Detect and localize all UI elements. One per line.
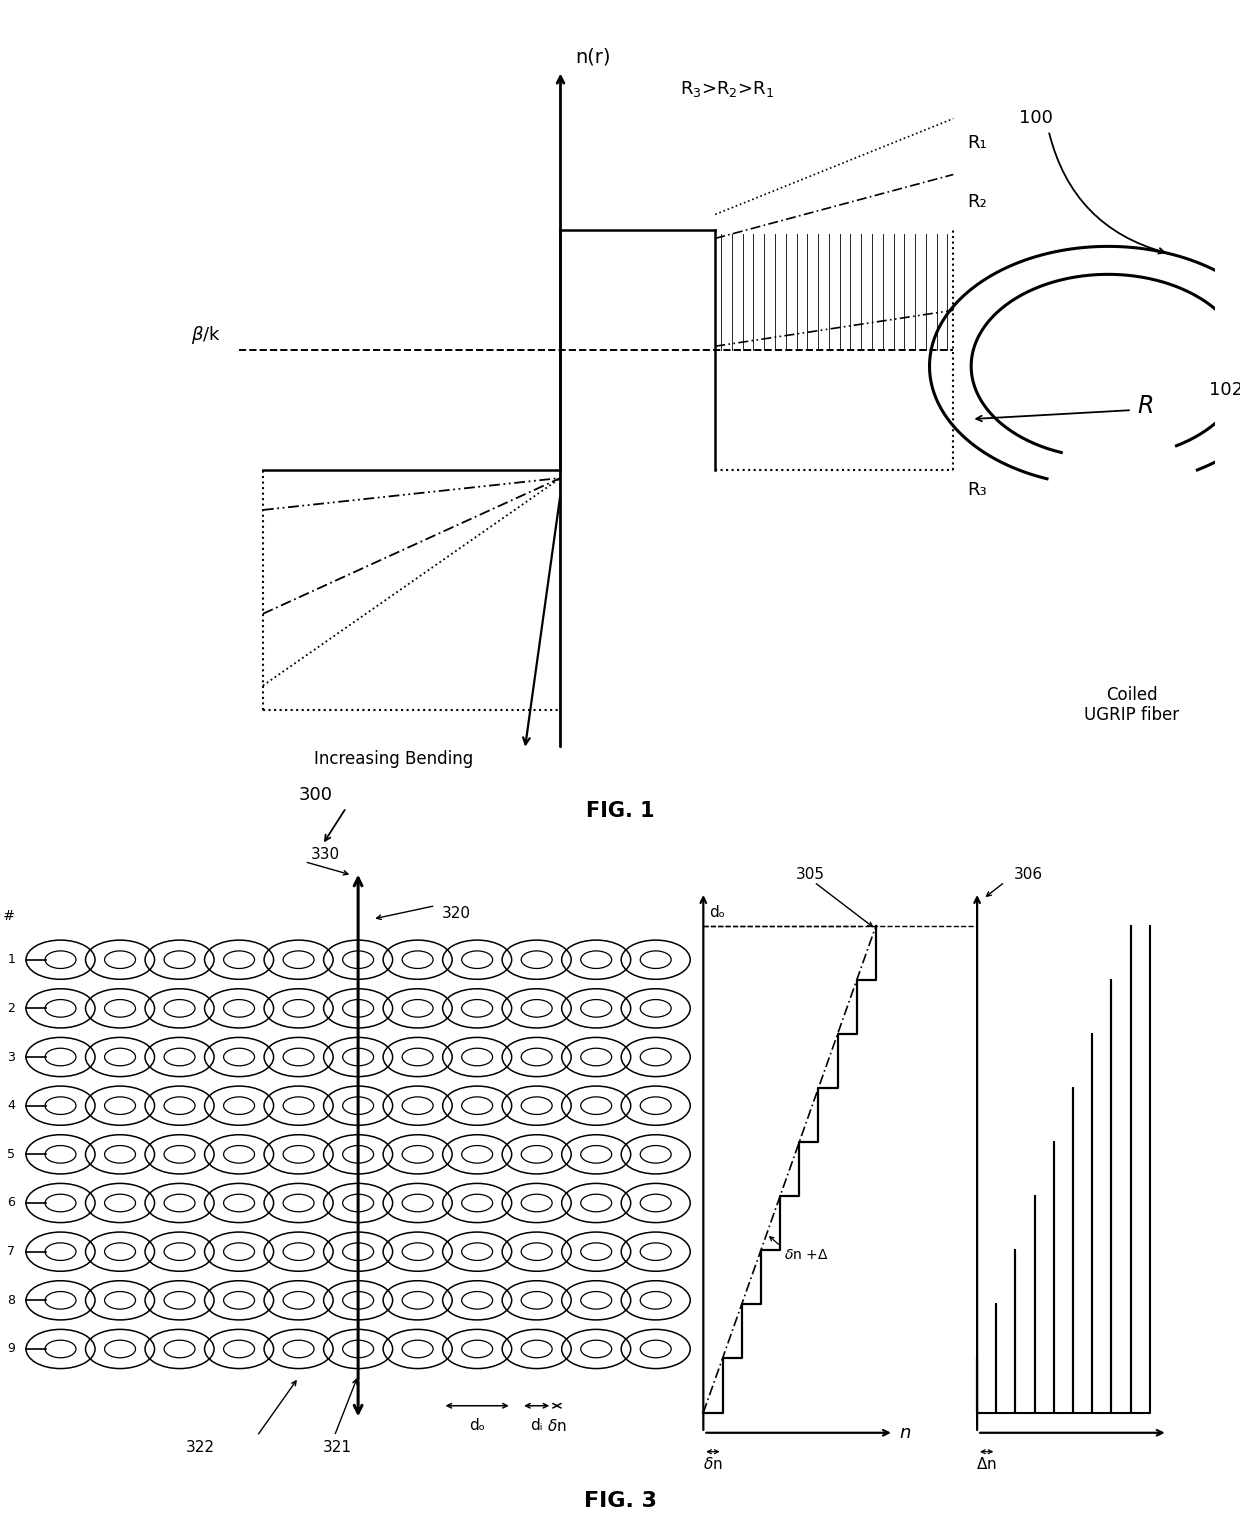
Text: 321: 321: [324, 1439, 352, 1455]
Text: 300: 300: [299, 786, 332, 805]
Text: dᵢ: dᵢ: [531, 1418, 543, 1433]
Text: n: n: [900, 1424, 911, 1442]
Text: 9: 9: [7, 1342, 15, 1355]
Text: $\beta$/k: $\beta$/k: [191, 324, 221, 346]
Text: FIG. 3: FIG. 3: [584, 1490, 656, 1510]
Text: 3: 3: [7, 1051, 15, 1063]
Text: 8: 8: [7, 1293, 15, 1307]
Text: 7: 7: [7, 1246, 15, 1258]
Text: $\delta$n: $\delta$n: [547, 1418, 567, 1435]
Text: dₒ: dₒ: [469, 1418, 485, 1433]
Text: $\delta$n: $\delta$n: [703, 1456, 723, 1473]
Text: R₃: R₃: [967, 481, 987, 499]
Text: 330: 330: [311, 846, 340, 862]
Text: 102: 102: [1209, 381, 1240, 399]
Text: 322: 322: [186, 1439, 216, 1455]
Text: Row #: Row #: [0, 908, 15, 923]
Text: 320: 320: [441, 906, 470, 920]
Text: dₒ: dₒ: [709, 906, 725, 920]
Text: R₁: R₁: [967, 134, 987, 152]
Text: 6: 6: [7, 1197, 15, 1209]
Text: Increasing Bending: Increasing Bending: [314, 750, 474, 768]
Text: 5: 5: [7, 1147, 15, 1161]
Text: 4: 4: [7, 1100, 15, 1112]
Text: 305: 305: [796, 866, 825, 882]
Text: R$_3$>R$_2$>R$_1$: R$_3$>R$_2$>R$_1$: [680, 78, 774, 98]
Text: 1: 1: [7, 954, 15, 966]
Text: FIG. 1: FIG. 1: [585, 802, 655, 822]
Text: 100: 100: [1019, 109, 1053, 126]
Text: R: R: [1138, 395, 1154, 418]
Text: Coiled
UGRIP fiber: Coiled UGRIP fiber: [1084, 685, 1179, 725]
Text: $\Delta$n: $\Delta$n: [976, 1456, 997, 1473]
Text: $\delta$n +$\Delta$: $\delta$n +$\Delta$: [785, 1247, 830, 1261]
Text: n(r): n(r): [575, 48, 610, 66]
Text: 2: 2: [7, 1001, 15, 1015]
Text: 306: 306: [1014, 866, 1043, 882]
Text: R₂: R₂: [967, 194, 987, 212]
